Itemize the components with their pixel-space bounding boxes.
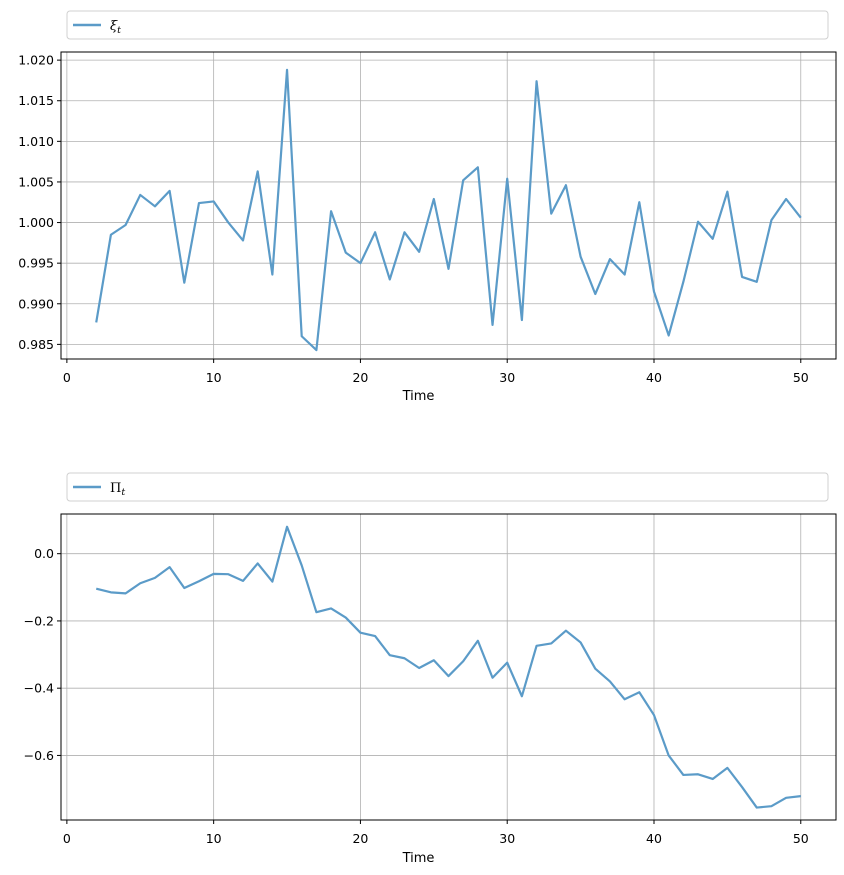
y-tick-label: 1.020	[18, 53, 54, 68]
legend-frame	[66, 472, 829, 502]
pi-chart: Πt 0 10 20 30 40 50 −0.6 −0.4 −0.2 0.0 Time	[24, 472, 837, 866]
y-tick-label: −0.6	[24, 748, 54, 763]
x-tick-label: 40	[646, 831, 662, 846]
legend: ξt	[66, 10, 829, 40]
series-line-0	[95, 525, 801, 809]
x-tick-label: 0	[63, 370, 71, 385]
legend-frame	[66, 10, 829, 40]
y-tick-label: −0.2	[24, 613, 54, 628]
y-tick-label: 1.000	[18, 215, 54, 230]
series-line-0	[95, 68, 802, 352]
x-tick-label: 10	[206, 370, 222, 385]
legend-label: Πt	[110, 481, 125, 498]
legend-label: ξt	[110, 19, 121, 36]
y-tick-label: 0.985	[18, 337, 54, 352]
grid	[61, 514, 836, 820]
x-tick-label: 20	[352, 370, 368, 385]
x-axis-label: Time	[402, 389, 435, 404]
x-tick-label: 10	[206, 831, 222, 846]
y-tick-label: 0.0	[34, 546, 54, 561]
x-tick-label: 40	[646, 370, 662, 385]
x-tick-label: 50	[793, 370, 809, 385]
axes-frame	[60, 513, 837, 821]
series-points	[96, 70, 801, 350]
y-tick-label: 1.015	[18, 93, 54, 108]
series-points	[96, 527, 801, 808]
axes-frame	[60, 51, 837, 360]
x-tick-label: 0	[63, 831, 71, 846]
y-tick-label: 0.995	[18, 256, 54, 271]
legend: Πt	[66, 472, 829, 502]
xi-chart: ξt 0 10 20 30 40 50 0.985 0.990 0.995 1.000 1.005 1.…	[18, 10, 837, 404]
y-tick-label: 0.990	[18, 296, 54, 311]
y-tick-label: 1.005	[18, 174, 54, 189]
x-tick-label: 30	[499, 831, 515, 846]
y-tick-label: 1.010	[18, 134, 54, 149]
x-axis-label: Time	[402, 851, 435, 866]
y-tick-label: −0.4	[24, 681, 54, 696]
x-tick-label: 30	[499, 370, 515, 385]
x-tick-label: 20	[352, 831, 368, 846]
grid	[61, 52, 836, 359]
x-tick-label: 50	[793, 831, 809, 846]
